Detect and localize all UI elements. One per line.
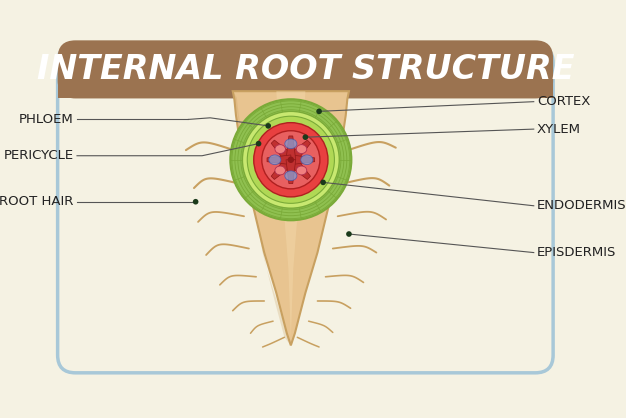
Polygon shape [286,160,295,184]
Circle shape [316,109,322,114]
Ellipse shape [275,145,285,153]
Polygon shape [233,91,349,345]
Polygon shape [233,91,291,345]
Polygon shape [286,136,295,160]
Ellipse shape [275,166,285,175]
Ellipse shape [296,145,307,153]
Ellipse shape [300,155,313,165]
Text: PHLOEM: PHLOEM [19,113,74,126]
Circle shape [230,99,351,220]
Polygon shape [267,155,291,165]
Circle shape [254,122,328,197]
Text: PERICYCLE: PERICYCLE [4,149,74,162]
FancyBboxPatch shape [58,45,553,373]
FancyBboxPatch shape [58,41,553,99]
Circle shape [242,111,339,208]
Circle shape [193,199,198,204]
Ellipse shape [296,166,307,175]
Ellipse shape [285,171,297,181]
Text: ENDODERMIS: ENDODERMIS [537,199,626,212]
Text: INTERNAL ROOT STRUCTURE: INTERNAL ROOT STRUCTURE [37,53,574,86]
Polygon shape [271,156,295,179]
Circle shape [302,134,308,140]
Circle shape [256,141,262,146]
Text: XYLEM: XYLEM [537,122,581,135]
Polygon shape [287,156,310,179]
Text: ROOT HAIR: ROOT HAIR [0,195,74,208]
Circle shape [247,116,334,203]
Circle shape [287,157,294,163]
Polygon shape [287,140,310,164]
Circle shape [265,123,271,129]
Polygon shape [276,91,305,337]
Circle shape [346,231,352,237]
Bar [58,74,553,99]
Circle shape [262,131,320,189]
Ellipse shape [285,139,297,149]
Ellipse shape [269,155,281,165]
Circle shape [321,180,326,185]
Polygon shape [271,140,295,164]
Polygon shape [291,155,315,165]
Text: EPISDERMIS: EPISDERMIS [537,246,617,259]
Text: CORTEX: CORTEX [537,95,590,108]
